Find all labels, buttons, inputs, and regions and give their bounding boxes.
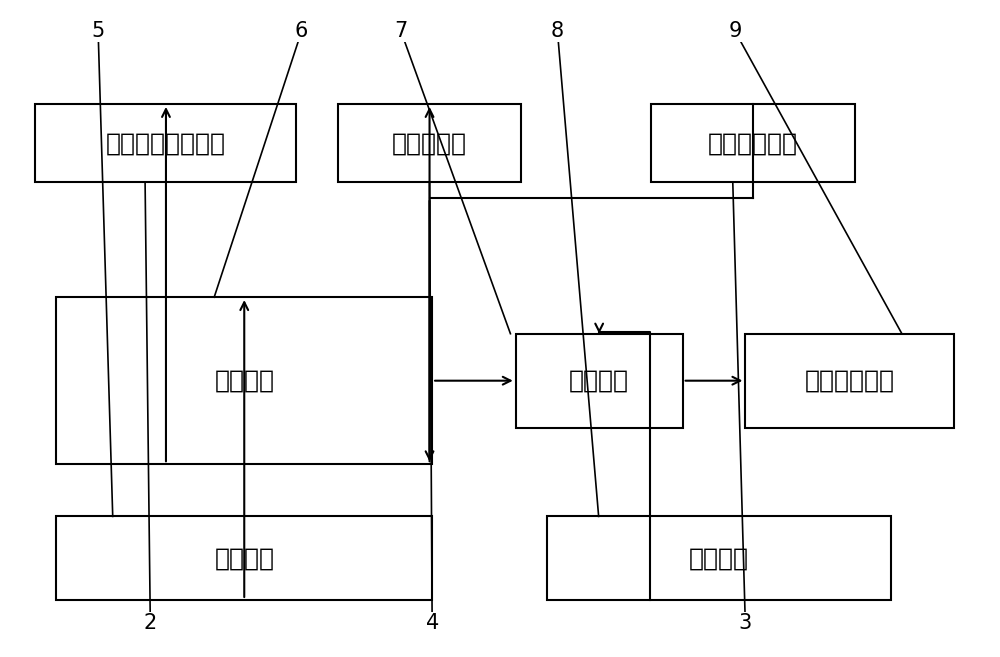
Text: 4: 4 <box>426 613 439 633</box>
Bar <box>651 104 855 183</box>
Text: 9: 9 <box>728 21 742 41</box>
Text: 控制电源: 控制电源 <box>214 546 274 570</box>
Text: 驱动电源: 驱动电源 <box>689 546 749 570</box>
Text: 8: 8 <box>551 21 564 41</box>
Text: 6: 6 <box>295 21 308 41</box>
Bar <box>56 516 432 600</box>
Text: 按鈕切换开关: 按鈕切换开关 <box>708 131 798 155</box>
Text: 3: 3 <box>739 613 752 633</box>
Text: 光路切换模块: 光路切换模块 <box>805 369 895 393</box>
Text: 状态指示灯: 状态指示灯 <box>392 131 467 155</box>
Bar <box>338 104 521 183</box>
Bar <box>745 334 954 428</box>
Text: 控制模块: 控制模块 <box>214 369 274 393</box>
Bar <box>35 104 296 183</box>
Bar <box>56 297 432 464</box>
Bar <box>547 516 891 600</box>
Text: 驱动模块: 驱动模块 <box>569 369 629 393</box>
Text: 5: 5 <box>91 21 105 41</box>
Text: 光纤接口指示灯组: 光纤接口指示灯组 <box>106 131 226 155</box>
Text: 2: 2 <box>144 613 157 633</box>
Bar <box>516 334 683 428</box>
Text: 7: 7 <box>394 21 407 41</box>
